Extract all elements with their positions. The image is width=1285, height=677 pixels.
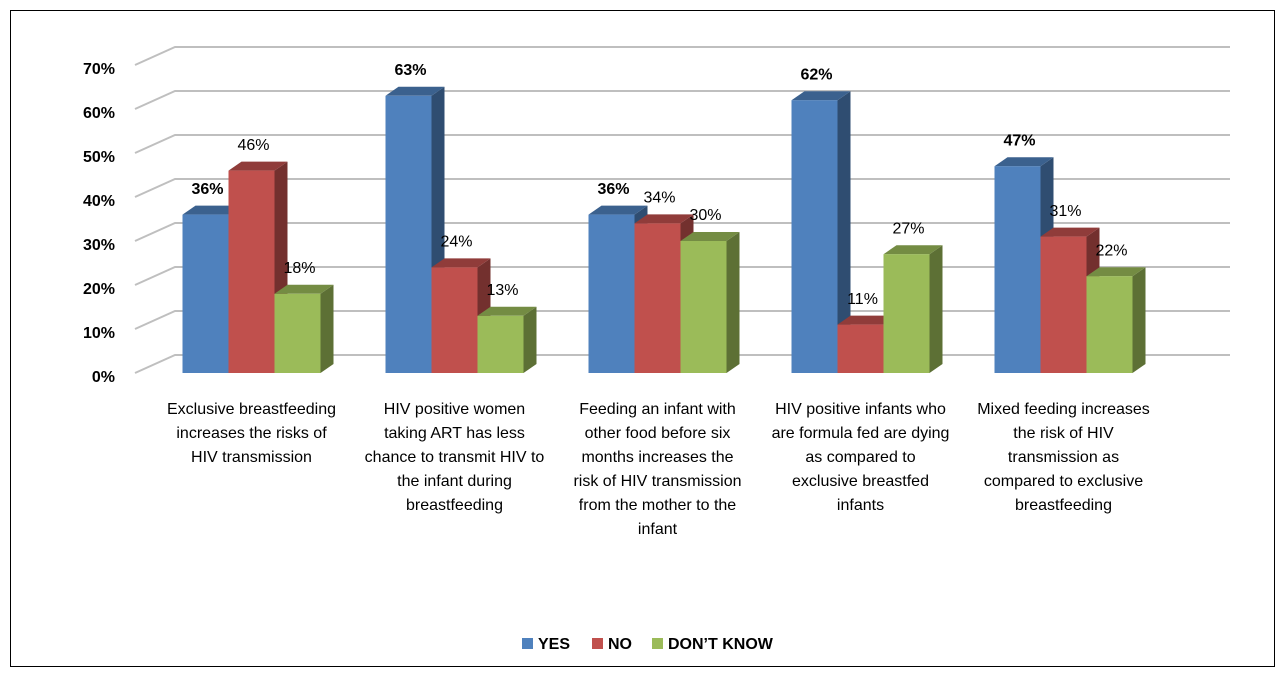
grid-line — [134, 222, 1230, 242]
grid-line — [134, 266, 1230, 286]
x-tick-label-box: Exclusive breastfeeding increases the ri… — [167, 401, 336, 466]
y-tick-label: 0% — [92, 369, 115, 386]
bar-side — [523, 306, 537, 373]
data-label: 27% — [892, 220, 924, 237]
legend-swatch — [592, 638, 603, 649]
data-label: 47% — [1003, 132, 1035, 149]
bar-top — [588, 205, 648, 215]
x-tick-label-box: HIV positive infants who are formula fed… — [771, 401, 950, 514]
y-tick-label: 30% — [83, 237, 115, 254]
data-label: 46% — [237, 137, 269, 154]
x-tick-label: Feeding an infant with other food before… — [573, 401, 742, 538]
data-label: 22% — [1095, 242, 1127, 259]
data-label: 36% — [191, 181, 223, 198]
legend-label: YES — [538, 636, 570, 653]
bar — [385, 95, 432, 374]
bar — [883, 254, 930, 373]
data-label: 30% — [689, 207, 721, 224]
bar-top — [994, 157, 1054, 167]
bar-top — [634, 214, 694, 224]
bar-top — [385, 86, 445, 96]
grid-line — [134, 90, 1230, 110]
x-tick-label-box: Feeding an infant with other food before… — [573, 401, 742, 538]
bar — [228, 170, 275, 373]
bar-top — [883, 245, 943, 255]
legend-swatch — [652, 638, 663, 649]
bar — [431, 267, 478, 373]
bar — [680, 241, 727, 373]
bar — [477, 315, 524, 373]
data-label: 36% — [597, 181, 629, 198]
bar-side — [726, 232, 740, 373]
bar-top — [837, 315, 897, 325]
y-tick-label: 10% — [83, 325, 115, 342]
y-tick-label: 70% — [83, 61, 115, 78]
bar — [274, 293, 321, 373]
data-label: 31% — [1049, 203, 1081, 220]
data-label: 13% — [486, 282, 518, 299]
bar — [1040, 236, 1087, 373]
x-tick-label: Mixed feeding increases the risk of HIV … — [977, 401, 1150, 514]
bar — [791, 100, 838, 373]
bar-side — [1132, 267, 1146, 373]
bar — [994, 166, 1041, 373]
bar-top — [1086, 267, 1146, 277]
x-tick-label: HIV positive infants who are formula fed… — [771, 401, 950, 514]
bar-side — [837, 91, 851, 373]
bar — [182, 214, 229, 373]
x-tick-label: HIV positive women taking ART has less c… — [364, 401, 545, 514]
bar — [1086, 276, 1133, 373]
legend-label: DON’T KNOW — [668, 636, 774, 653]
y-tick-label: 20% — [83, 281, 115, 298]
bar-top — [680, 232, 740, 241]
y-tick-label: 40% — [83, 193, 115, 210]
y-tick-label: 50% — [83, 149, 115, 166]
bar — [588, 214, 635, 373]
bar — [634, 223, 681, 373]
data-label: 34% — [643, 190, 675, 207]
bar-top — [431, 258, 491, 268]
grid-line — [134, 310, 1230, 330]
legend-swatch — [522, 638, 533, 649]
bar-top — [1040, 227, 1100, 237]
grid-line — [134, 134, 1230, 154]
bar-side — [929, 245, 943, 373]
bar — [837, 324, 884, 373]
x-tick-label-box: HIV positive women taking ART has less c… — [364, 401, 545, 514]
bar-top — [791, 91, 851, 101]
data-label: 63% — [394, 62, 426, 79]
bar-top — [228, 161, 288, 171]
data-label: 62% — [800, 66, 832, 83]
data-label: 18% — [283, 260, 315, 277]
data-label: 24% — [440, 234, 472, 251]
x-tick-label: Exclusive breastfeeding increases the ri… — [167, 401, 336, 466]
grid-line — [134, 178, 1230, 198]
bar-top — [274, 284, 334, 294]
bar-top — [477, 306, 537, 316]
y-tick-label: 60% — [83, 105, 115, 122]
grid-line — [134, 46, 1230, 66]
data-label: 11% — [847, 291, 878, 308]
bar-side — [320, 284, 334, 373]
legend-label: NO — [608, 636, 632, 653]
bar-top — [182, 205, 242, 215]
x-tick-label-box: Mixed feeding increases the risk of HIV … — [977, 401, 1150, 514]
